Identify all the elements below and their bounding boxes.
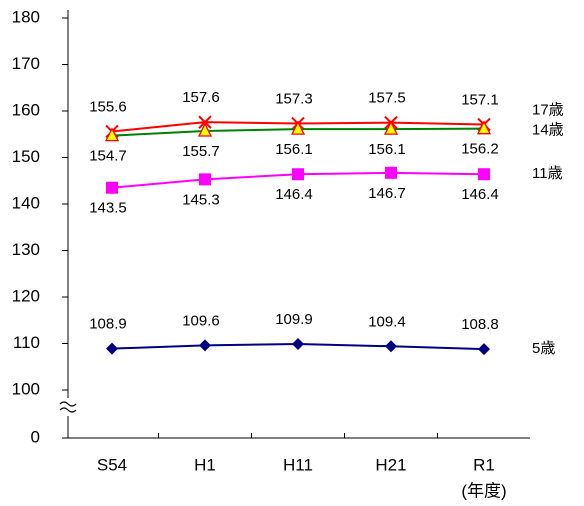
data-label: 156.1 bbox=[275, 141, 313, 158]
series-name: 5歳 bbox=[532, 340, 555, 357]
y-tick-label: 0 bbox=[31, 427, 40, 446]
marker bbox=[106, 181, 118, 194]
y-tick-label: 120 bbox=[12, 286, 40, 305]
marker bbox=[292, 337, 304, 350]
series-name: 17歳 bbox=[532, 101, 564, 118]
marker bbox=[199, 173, 211, 186]
y-tick-label: 150 bbox=[12, 147, 40, 166]
marker bbox=[199, 339, 211, 352]
marker bbox=[290, 120, 306, 135]
marker bbox=[476, 120, 492, 135]
data-label: 109.4 bbox=[368, 313, 406, 330]
data-label: 109.9 bbox=[275, 311, 313, 328]
axis-break bbox=[59, 398, 77, 416]
data-label: 155.6 bbox=[89, 98, 127, 115]
series-name: 11歳 bbox=[532, 165, 563, 182]
y-tick-label: 160 bbox=[12, 100, 40, 119]
data-label: 146.4 bbox=[461, 186, 499, 203]
data-label: 108.8 bbox=[461, 316, 499, 333]
y-tick-label: 100 bbox=[12, 379, 40, 398]
data-label: 143.5 bbox=[89, 200, 127, 217]
data-label: 157.1 bbox=[461, 91, 499, 108]
marker bbox=[104, 127, 120, 142]
data-label: 155.7 bbox=[182, 143, 220, 160]
x-tick-label: R1 bbox=[473, 455, 495, 474]
marker-stroke bbox=[198, 115, 212, 129]
data-label: 156.2 bbox=[461, 141, 499, 158]
data-label: 145.3 bbox=[182, 191, 220, 208]
data-label: 154.7 bbox=[89, 148, 127, 165]
marker bbox=[383, 120, 399, 135]
y-tick-label: 170 bbox=[12, 54, 40, 73]
marker bbox=[478, 343, 490, 356]
x-tick-label: H21 bbox=[375, 455, 406, 474]
data-label: 156.1 bbox=[368, 141, 406, 158]
y-tick-label: 180 bbox=[12, 7, 40, 26]
data-label: 109.6 bbox=[182, 312, 220, 329]
data-label: 108.9 bbox=[89, 316, 127, 333]
x-tick-label: H11 bbox=[283, 455, 313, 474]
marker bbox=[106, 342, 118, 355]
data-label: 146.7 bbox=[368, 185, 406, 202]
series-name: 14歳 bbox=[532, 122, 564, 139]
marker bbox=[197, 122, 213, 137]
marker bbox=[292, 168, 304, 181]
data-label: 146.4 bbox=[275, 186, 313, 203]
data-label: 157.3 bbox=[275, 91, 313, 108]
data-label: 157.5 bbox=[368, 90, 406, 107]
y-tick-label: 140 bbox=[12, 193, 40, 212]
x-tick-label: H1 bbox=[194, 455, 216, 474]
marker bbox=[385, 340, 397, 353]
y-tick-label: 110 bbox=[13, 333, 40, 352]
x-tick-label: S54 bbox=[97, 455, 127, 474]
marker bbox=[198, 115, 212, 129]
x-axis-label: (年度) bbox=[461, 481, 506, 500]
data-label: 157.6 bbox=[182, 89, 220, 106]
marker bbox=[385, 166, 397, 179]
y-tick-label: 130 bbox=[12, 240, 40, 259]
marker bbox=[478, 168, 490, 181]
